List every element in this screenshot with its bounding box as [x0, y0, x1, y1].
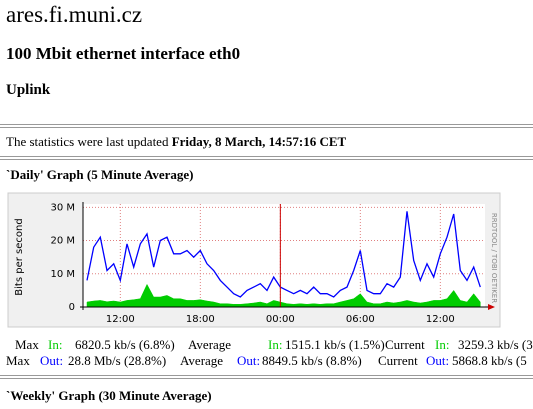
stat-cell: 5868.8 kb/s (5 — [452, 353, 527, 368]
stat-cell: In: — [48, 337, 63, 352]
description: Uplink — [6, 82, 51, 98]
weekly-title: `Weekly' Graph (30 Minute Average) — [6, 388, 212, 403]
x-tick-label: 12:00 — [106, 314, 135, 325]
update-text: The statistics were last updated — [6, 134, 169, 149]
x-tick-label: 06:00 — [346, 314, 375, 325]
stat-cell: Current — [378, 353, 418, 368]
x-tick-label: 00:00 — [266, 314, 295, 325]
rule — [0, 127, 533, 128]
plot-area — [83, 204, 485, 307]
y-axis-label: Bits per second — [14, 218, 25, 295]
update-line: The statistics were last updated Friday,… — [6, 134, 346, 150]
stat-cell: Average — [188, 337, 232, 352]
rule — [0, 375, 533, 376]
in-area — [86, 283, 481, 308]
credit: RRDTOOL / TOBI OETIKER — [490, 213, 498, 303]
stat-cell: Max — [6, 353, 30, 368]
stat-cell: Max — [15, 337, 39, 352]
y-tick-label: 20 M — [50, 236, 75, 247]
stat-cell: Current — [385, 337, 425, 352]
y-tick-label: 10 M — [50, 269, 75, 280]
stat-cell: Out: — [40, 353, 64, 368]
stat-cell: Average — [180, 353, 224, 368]
rule — [0, 124, 533, 125]
rule — [0, 378, 533, 379]
y-tick-label: 30 M — [50, 202, 75, 213]
update-time: Friday, 8 March, 14:57:16 CET — [171, 134, 347, 149]
y-tick-label: 0 — [69, 302, 75, 313]
host-title: ares.fi.muni.cz — [6, 2, 143, 27]
stat-cell: 8849.5 kb/s (8.8%) — [262, 353, 362, 368]
rule — [0, 156, 533, 157]
stat-cell: 3259.3 kb/s (3 — [458, 337, 533, 352]
interface-title: 100 Mbit ethernet interface eth0 — [6, 44, 241, 63]
stat-cell: Out: — [237, 353, 261, 368]
daily-title: `Daily' Graph (5 Minute Average) — [6, 167, 194, 182]
x-tick-label: 12:00 — [426, 314, 455, 325]
stat-cell: 28.8 Mb/s (28.8%) — [68, 353, 167, 368]
out-line — [86, 211, 481, 298]
daily-graph: Bits per second RRDTOOL / TOBI OETIKER 0… — [7, 192, 501, 328]
x-axis-arrow — [488, 304, 495, 310]
rule — [0, 159, 533, 160]
stat-cell: 6820.5 kb/s (6.8%) — [75, 337, 175, 352]
stat-cell: In: — [268, 337, 283, 352]
stat-cell: Out: — [426, 353, 450, 368]
stat-cell: In: — [435, 337, 450, 352]
x-tick-label: 18:00 — [186, 314, 215, 325]
stat-cell: 1515.1 kb/s (1.5%) — [285, 337, 385, 352]
